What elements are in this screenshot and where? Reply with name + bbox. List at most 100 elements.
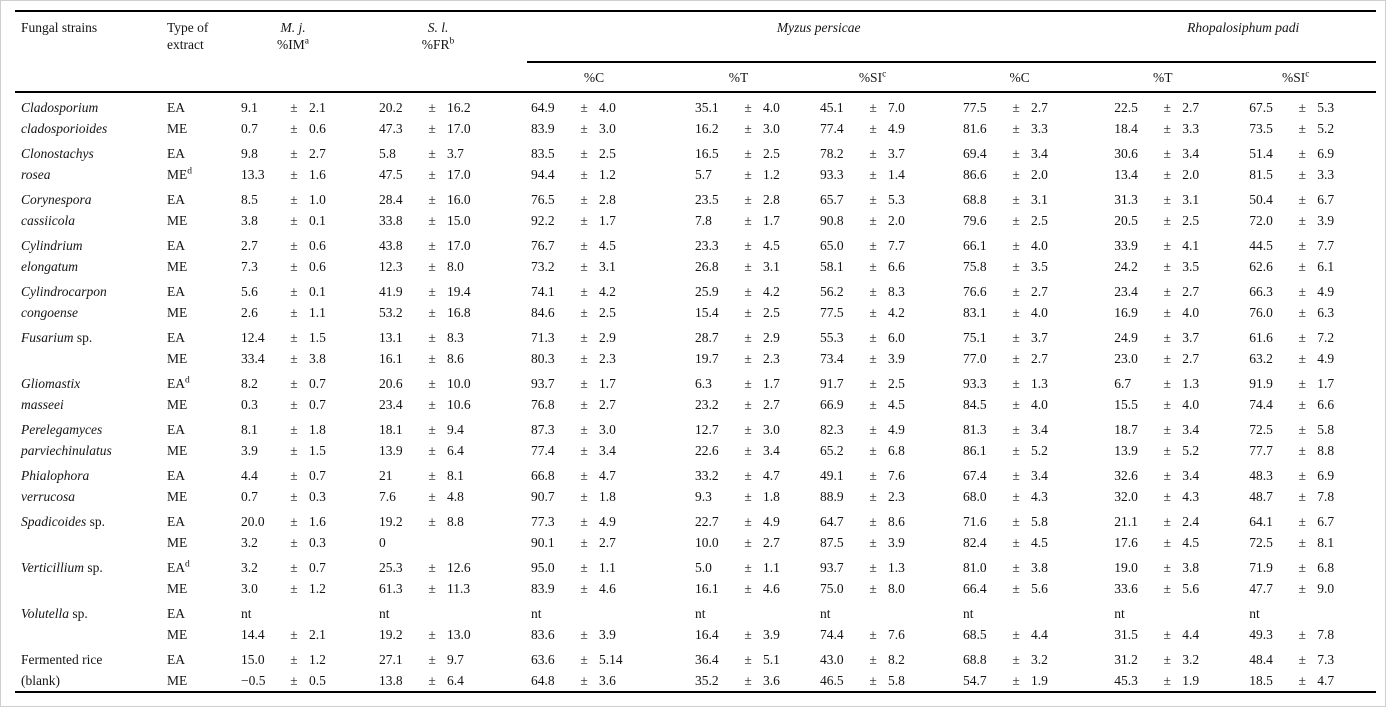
strain-name-italic: Gliomastix — [21, 376, 81, 391]
error-cell: 4.9 — [763, 514, 780, 529]
plus-minus-cell: ± — [744, 330, 752, 345]
value-cell: 64.8 — [531, 673, 555, 688]
extract-type-cell: EA — [167, 238, 185, 253]
subheader-mp-c: %C — [527, 62, 691, 92]
plus-minus-cell: ± — [428, 192, 436, 207]
plus-minus-cell: ± — [580, 627, 588, 642]
value-cell: 81.0 — [963, 560, 987, 575]
value-cell: nt — [241, 606, 252, 621]
plus-minus-cell: ± — [869, 397, 877, 412]
error-cell: 7.8 — [1317, 489, 1335, 504]
plus-minus-cell: ± — [428, 238, 436, 253]
value-cell: 66.1 — [963, 238, 987, 253]
error-cell: 4.4 — [1031, 627, 1048, 642]
error-cell: 3.9 — [888, 535, 905, 550]
error-cell — [884, 599, 959, 624]
error-cell: 3.1 — [1182, 192, 1200, 207]
plus-minus-cell: ± — [869, 627, 877, 642]
plus-minus-cell: ± — [580, 443, 588, 458]
error-cell — [443, 599, 527, 624]
extract-type-cell: EAd — [167, 375, 190, 391]
plus-minus-cell: ± — [1012, 627, 1020, 642]
plus-minus-cell: ± — [869, 121, 877, 136]
extract-type-cell: ME — [167, 121, 188, 136]
error-cell: 3.9 — [1317, 213, 1335, 228]
error-cell: 2.7 — [1182, 100, 1200, 115]
value-cell: 19.0 — [1114, 560, 1138, 575]
error-cell: 4.9 — [1317, 284, 1335, 299]
error-cell: 4.3 — [1182, 489, 1200, 504]
plus-minus-cell: ± — [869, 514, 877, 529]
error-cell: 9.4 — [447, 422, 464, 437]
error-cell: 6.4 — [447, 673, 464, 688]
value-cell: 12.3 — [379, 259, 403, 274]
strain-name-cell — [15, 624, 165, 645]
value-cell: 20.2 — [379, 100, 403, 115]
plus-minus-cell: ± — [744, 376, 752, 391]
plus-minus-cell: ± — [1163, 146, 1171, 161]
plus-minus-cell — [283, 599, 305, 624]
plus-minus-cell: ± — [1298, 397, 1306, 412]
value-cell: 16.1 — [695, 581, 719, 596]
extract-type-cell: EA — [167, 284, 185, 299]
plus-minus-cell: ± — [290, 422, 298, 437]
value-cell: 73.2 — [531, 259, 555, 274]
error-cell: 4.0 — [1182, 305, 1200, 320]
strain-name-roman: sp. — [69, 606, 88, 621]
plus-minus-cell: ± — [1012, 560, 1020, 575]
plus-minus-cell: ± — [428, 284, 436, 299]
table-row: ME 3.2 ±0.3 0 90.1 ±2.7 10.0 ±2.7 87.5 ±3.9 82.4 ±4… — [15, 532, 1376, 553]
header-mj-im: M. j. %IMa — [237, 11, 375, 92]
error-cell: 1.0 — [309, 192, 326, 207]
plus-minus-cell: ± — [1298, 192, 1306, 207]
error-cell: 3.5 — [1031, 259, 1048, 274]
subheader-label: %SI — [1281, 69, 1306, 85]
plus-minus-cell: ± — [744, 514, 752, 529]
table-row: Cladosporium EA 9.1 ±2.1 20.2 ±16.2 64.9 ±4.0 35… — [15, 92, 1376, 118]
table-row: Spadicoides sp. EA 20.0 ±1.6 19.2 ±8.8 77.3 ±4.… — [15, 507, 1376, 532]
strain-name-cell: parviechinulatus — [15, 440, 165, 461]
strain-name-cell: Corynespora — [15, 185, 165, 210]
error-cell: 4.0 — [763, 100, 780, 115]
strain-name-cell — [15, 348, 165, 369]
plus-minus-cell: ± — [869, 238, 877, 253]
error-cell: 4.9 — [888, 121, 905, 136]
value-cell: 91.7 — [820, 376, 844, 391]
header-fungal-strains-label: Fungal strains — [21, 20, 98, 35]
error-cell — [595, 599, 691, 624]
error-cell: 1.5 — [309, 330, 326, 345]
plus-minus-cell: ± — [290, 121, 298, 136]
plus-minus-cell: ± — [1298, 443, 1306, 458]
error-cell: 3.8 — [1031, 560, 1048, 575]
strain-name-cell: cladosporioides — [15, 118, 165, 139]
table-row: Fermented rice EA 15.0 ±1.2 27.1 ±9.7 63.6 ±5.1… — [15, 645, 1376, 670]
plus-minus-cell: ± — [744, 213, 752, 228]
value-cell: 71.6 — [963, 514, 987, 529]
plus-minus-cell: ± — [1298, 376, 1306, 391]
value-cell: 93.3 — [963, 376, 987, 391]
table-row: rosea MEd 13.3 ±1.6 47.5 ±17.0 94.4 ±1.2 5.7 ±1.2… — [15, 164, 1376, 185]
value-cell: 47.3 — [379, 121, 403, 136]
error-cell: 4.7 — [1317, 673, 1335, 688]
plus-minus-cell: ± — [1163, 535, 1171, 550]
error-cell: 4.4 — [1182, 627, 1200, 642]
plus-minus-cell: ± — [428, 397, 436, 412]
error-cell: 2.4 — [1182, 514, 1200, 529]
footnote-marker-d: d — [187, 166, 192, 177]
extract-type-cell: ME — [167, 213, 188, 228]
value-cell: 93.7 — [820, 560, 844, 575]
plus-minus-cell: ± — [1163, 192, 1171, 207]
error-cell — [759, 599, 816, 624]
value-cell: 26.8 — [695, 259, 719, 274]
value-cell: 13.9 — [1114, 443, 1138, 458]
plus-minus-cell: ± — [1298, 514, 1306, 529]
value-cell: 77.3 — [531, 514, 555, 529]
error-cell: 5.8 — [1317, 422, 1335, 437]
error-cell: 6.8 — [1317, 560, 1335, 575]
strain-name-cell: Clonostachys — [15, 139, 165, 164]
plus-minus-cell: ± — [869, 468, 877, 483]
error-cell: 5.2 — [1031, 443, 1048, 458]
value-cell: 21 — [379, 468, 393, 483]
value-cell: 3.9 — [241, 443, 258, 458]
footnote-marker-a: a — [304, 36, 309, 47]
